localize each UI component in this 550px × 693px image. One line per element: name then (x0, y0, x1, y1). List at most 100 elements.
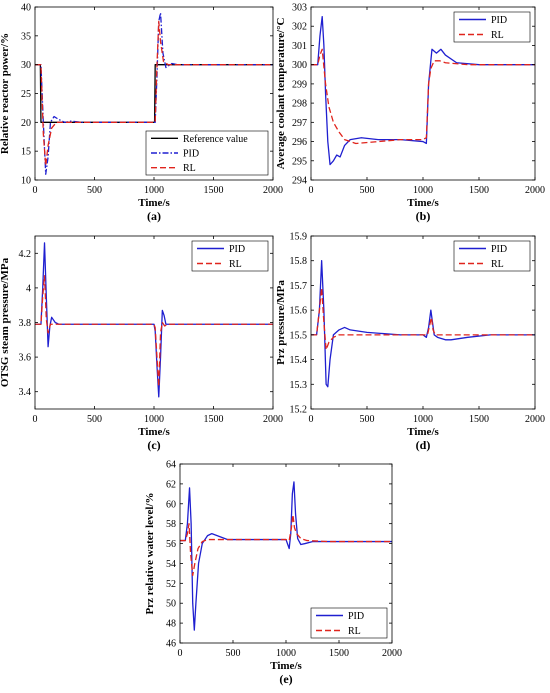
y-tick-label: 56 (166, 539, 176, 550)
y-tick-label: 25 (21, 89, 31, 100)
legend-label: PID (491, 15, 507, 26)
chart-panel-c: 0 500 1000 1500 2000 3.4 3.6 3.8 4 4.2 Time/s OTSG … (0, 235, 283, 452)
panel-label: (c) (147, 438, 160, 452)
series-line-rl (180, 514, 392, 577)
y-tick-label: 302 (292, 22, 307, 33)
x-tick-label: 1000 (276, 648, 296, 659)
chart-panel-e: 0 500 1000 1500 2000 46 48 50 52 54 56 58 60 62 64 Time… (144, 460, 402, 687)
x-tick-label: 1500 (469, 414, 489, 425)
x-tick-label: 1000 (144, 185, 164, 196)
legend: PID RL (453, 11, 531, 43)
y-tick-label: 15.4 (290, 355, 308, 366)
y-tick-label: 62 (166, 479, 176, 490)
y-axis-label: Average coolant temperature/°C (275, 18, 287, 170)
x-tick-label: 2000 (263, 185, 283, 196)
x-axis-label: Time/s (407, 197, 439, 209)
y-tick-label: 15.6 (290, 306, 308, 317)
y-tick-label: 15.2 (290, 405, 308, 416)
panel-label: (b) (416, 209, 431, 223)
y-tick-label: 54 (166, 559, 176, 570)
x-tick-label: 0 (309, 185, 314, 196)
y-tick-label: 296 (292, 137, 307, 148)
legend-label: PID (348, 611, 364, 622)
x-tick-label: 500 (360, 185, 375, 196)
x-tick-label: 2000 (525, 185, 545, 196)
x-tick-label: 0 (178, 648, 183, 659)
x-tick-label: 500 (87, 414, 102, 425)
y-axis-label: OTSG steam pressure/MPa (0, 257, 11, 387)
y-tick-label: 298 (292, 99, 307, 110)
legend: PID RL (191, 240, 269, 272)
legend-label: PID (491, 244, 507, 255)
x-tick-label: 1500 (329, 648, 349, 659)
x-axis-label: Time/s (270, 660, 302, 672)
y-tick-label: 30 (21, 60, 31, 71)
y-tick-label: 301 (292, 41, 307, 52)
x-axis-label: Time/s (407, 426, 439, 438)
y-axis-label: Relative reactor power/% (0, 33, 11, 154)
panel-label: (a) (147, 209, 161, 223)
y-tick-label: 15.8 (290, 256, 308, 267)
legend-label: Reference value (183, 134, 248, 145)
x-tick-label: 500 (226, 648, 241, 659)
chart-panel-a: 0 500 1000 1500 2000 10 15 20 25 30 35 40 Time/s Rela… (0, 3, 283, 224)
y-tick-label: 15.9 (290, 232, 308, 243)
x-tick-label: 1500 (469, 185, 489, 196)
legend: PID RL (453, 240, 531, 272)
y-tick-label: 46 (166, 639, 176, 650)
x-tick-label: 1000 (413, 185, 433, 196)
y-tick-label: 58 (166, 519, 176, 530)
x-tick-label: 0 (33, 414, 38, 425)
y-tick-label: 10 (21, 176, 31, 187)
series-line-pid (311, 260, 535, 388)
y-tick-label: 3.4 (19, 387, 32, 398)
x-tick-label: 2000 (263, 414, 283, 425)
x-tick-label: 2000 (382, 648, 402, 659)
panel-label: (e) (279, 672, 292, 686)
y-tick-label: 20 (21, 118, 31, 129)
y-tick-label: 15 (21, 147, 31, 158)
x-tick-label: 1500 (204, 414, 224, 425)
legend-label: PID (229, 244, 245, 255)
series-line-pid (35, 12, 273, 175)
y-tick-label: 64 (166, 460, 176, 471)
x-tick-label: 1000 (413, 414, 433, 425)
x-tick-label: 1500 (204, 185, 224, 196)
chart-panel-d: 0 500 1000 1500 2000 15.2 15.3 15.4 15.5 15.6 15.7… (275, 232, 545, 453)
legend-label: RL (491, 30, 504, 41)
y-tick-label: 60 (166, 499, 176, 510)
y-tick-label: 4.2 (19, 249, 32, 260)
series-line-rl (35, 20, 273, 167)
x-tick-label: 500 (360, 414, 375, 425)
legend: Reference value PID RL (145, 130, 269, 176)
series-line-rl (311, 48, 535, 145)
x-axis-label: Time/s (138, 197, 170, 209)
x-tick-label: 2000 (525, 414, 545, 425)
y-tick-label: 15.7 (290, 281, 308, 292)
legend-label: RL (229, 259, 242, 270)
y-tick-label: 303 (292, 3, 307, 14)
panel-label: (d) (416, 438, 431, 452)
y-tick-label: 52 (166, 579, 176, 590)
y-tick-label: 4 (26, 283, 31, 294)
y-axis-label: Prz relative water level/% (144, 492, 156, 614)
y-tick-label: 294 (292, 176, 307, 187)
legend-label: RL (183, 163, 196, 174)
y-tick-label: 48 (166, 619, 176, 630)
legend-label: RL (491, 259, 504, 270)
y-tick-label: 3.6 (19, 353, 32, 364)
y-axis-label: Prz pressure/MPa (275, 280, 287, 365)
x-tick-label: 500 (87, 185, 102, 196)
y-tick-label: 40 (21, 3, 31, 14)
y-tick-label: 295 (292, 156, 307, 167)
legend-box (453, 11, 531, 43)
legend-box (191, 240, 269, 272)
legend-label: PID (183, 149, 199, 160)
x-tick-label: 0 (309, 414, 314, 425)
series-line-pid (311, 15, 535, 166)
y-tick-label: 3.8 (19, 318, 32, 329)
y-tick-label: 299 (292, 79, 307, 90)
legend: PID RL (310, 607, 388, 639)
legend-box (453, 240, 531, 272)
